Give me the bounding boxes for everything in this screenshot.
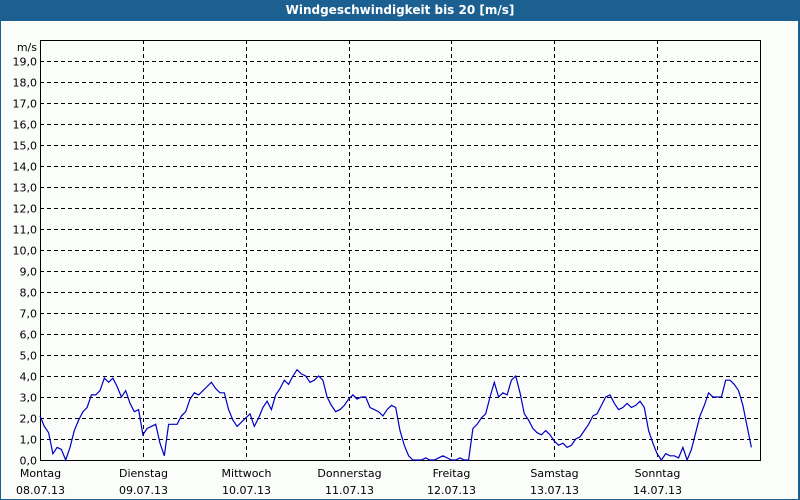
y-tick-label: 1,0 <box>20 434 38 447</box>
y-axis-ticks: 0,0 1,0 2,0 3,0 4,0 5,0 6,0 7,0 8,0 9,0 10,0 11,0 12… <box>13 56 38 468</box>
y-axis-unit-label: m/s <box>17 41 37 54</box>
x-date-label: 12.07.13 <box>427 484 476 497</box>
x-axis-labels: Montag 08.07.13 Dienstag 09.07.13 Mittwoch 10… <box>16 467 682 497</box>
y-tick-label: 3,0 <box>20 392 38 405</box>
y-tick-label: 18,0 <box>13 77 38 90</box>
x-day-label: Samstag <box>530 467 578 480</box>
y-tick-label: 19,0 <box>13 56 38 69</box>
y-tick-label: 16,0 <box>13 119 38 132</box>
wind-speed-line-chart: 0,0 1,0 2,0 3,0 4,0 5,0 6,0 7,0 8,0 9,0 10,0 11,0 12… <box>13 40 761 497</box>
y-tick-label: 5,0 <box>20 350 38 363</box>
plot-area-frame <box>40 40 761 461</box>
y-tick-label: 4,0 <box>20 371 38 384</box>
y-tick-label: 13,0 <box>13 182 38 195</box>
y-tick-label: 14,0 <box>13 161 38 174</box>
chart-panel: 0,0 1,0 2,0 3,0 4,0 5,0 6,0 7,0 8,0 9,0 10,0 11,0 12… <box>1 21 798 499</box>
x-date-label: 08.07.13 <box>16 484 65 497</box>
x-day-label: Sonntag <box>635 467 681 480</box>
y-tick-label: 12,0 <box>13 203 38 216</box>
y-tick-label: 2,0 <box>20 413 38 426</box>
y-tick-label: 9,0 <box>20 266 38 279</box>
x-day-label: Montag <box>20 467 61 480</box>
x-day-label: Dienstag <box>119 467 168 480</box>
y-tick-label: 0,0 <box>20 455 38 468</box>
x-date-label: 10.07.13 <box>222 484 271 497</box>
y-tick-label: 15,0 <box>13 140 38 153</box>
y-tick-label: 17,0 <box>13 98 38 111</box>
x-date-label: 11.07.13 <box>325 484 374 497</box>
x-day-label: Donnerstag <box>317 467 381 480</box>
y-tick-label: 10,0 <box>13 245 38 258</box>
x-date-label: 13.07.13 <box>530 484 579 497</box>
chart-title: Windgeschwindigkeit bis 20 [m/s] <box>0 0 800 21</box>
y-tick-label: 7,0 <box>20 308 38 321</box>
x-day-label: Freitag <box>433 467 471 480</box>
grid-lines <box>40 40 760 460</box>
wind-speed-series-line <box>39 368 752 462</box>
x-date-label: 09.07.13 <box>119 484 168 497</box>
x-date-label: 14.07.13 <box>633 484 682 497</box>
y-tick-label: 6,0 <box>20 329 38 342</box>
x-day-label: Mittwoch <box>222 467 272 480</box>
y-tick-label: 8,0 <box>20 287 38 300</box>
y-tick-label: 11,0 <box>13 224 38 237</box>
